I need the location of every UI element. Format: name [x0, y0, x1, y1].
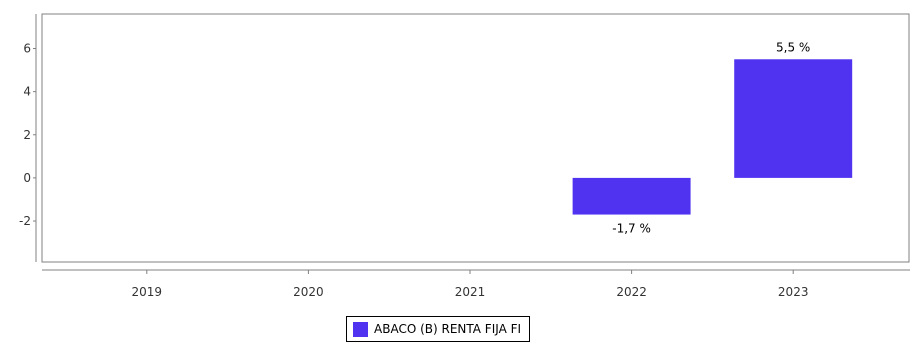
y-tick-label: -2 [19, 214, 31, 228]
legend-series-label: ABACO (B) RENTA FIJA FI [374, 322, 521, 336]
x-tick-label: 2021 [455, 285, 486, 299]
x-tick-label: 2022 [616, 285, 647, 299]
bar-data-label: 5,5 % [776, 40, 810, 54]
y-tick-label: 0 [23, 171, 31, 185]
y-tick-label: 4 [23, 85, 31, 99]
x-tick-label: 2019 [132, 285, 163, 299]
bar-data-label: -1,7 % [612, 222, 651, 236]
legend-swatch [353, 322, 368, 337]
bar [573, 178, 691, 215]
x-tick-label: 2020 [293, 285, 324, 299]
y-axis: -2 0 2 4 6 [19, 14, 36, 262]
x-axis: 2019 2020 2021 2022 2023 [42, 270, 910, 299]
bar [734, 59, 852, 178]
y-tick-label: 6 [23, 42, 31, 56]
y-tick-label: 2 [23, 128, 31, 142]
legend: ABACO (B) RENTA FIJA FI [346, 316, 530, 342]
x-tick-label: 2023 [778, 285, 809, 299]
